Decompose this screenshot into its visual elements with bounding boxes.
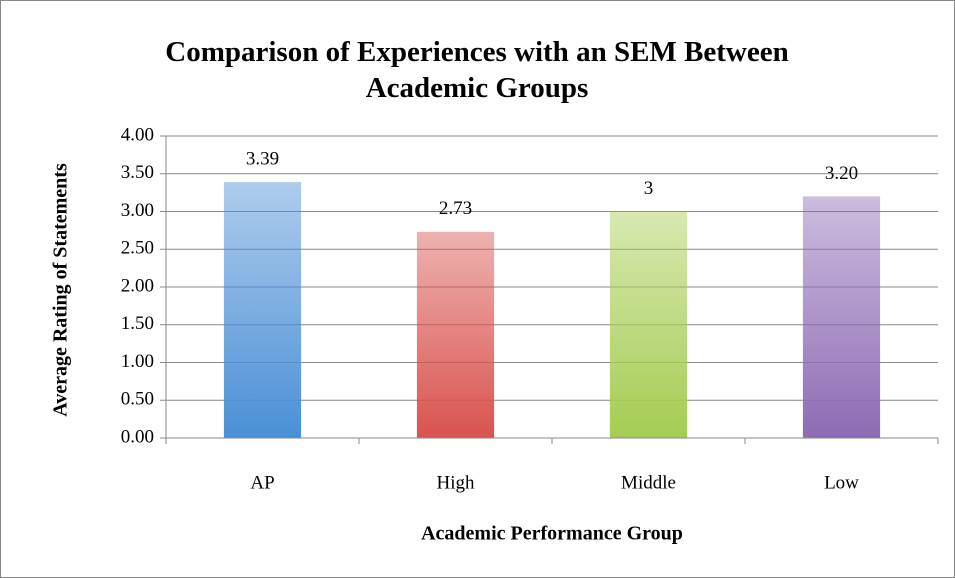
data-label: 3 — [644, 178, 654, 199]
bar — [802, 196, 881, 438]
y-tick-label: 1.50 — [121, 313, 154, 334]
y-tick-label: 2.50 — [121, 238, 154, 259]
x-axis-title: Academic Performance Group — [421, 523, 683, 545]
x-tick-label: Middle — [621, 472, 676, 493]
data-label: 2.73 — [439, 198, 472, 219]
bar — [609, 211, 688, 438]
y-tick-label: 3.00 — [121, 200, 154, 221]
x-tick-label: High — [437, 472, 476, 493]
bar — [416, 231, 495, 438]
data-label: 3.20 — [825, 163, 858, 184]
x-tick-label: Low — [824, 472, 859, 493]
y-axis-title: Average Rating of Statements — [50, 163, 72, 417]
y-tick-label: 1.00 — [121, 351, 154, 372]
data-label: 3.39 — [246, 148, 279, 169]
x-tick-label: AP — [250, 472, 274, 493]
bar — [223, 182, 302, 438]
y-tick-label: 0.00 — [121, 426, 154, 447]
y-tick-label: 0.50 — [121, 389, 154, 410]
y-tick-label: 3.50 — [121, 162, 154, 183]
chart-title: Comparison of Experiences with an SEM Be… — [165, 36, 789, 104]
y-tick-label: 2.00 — [121, 275, 154, 296]
y-tick-label: 4.00 — [121, 124, 154, 145]
